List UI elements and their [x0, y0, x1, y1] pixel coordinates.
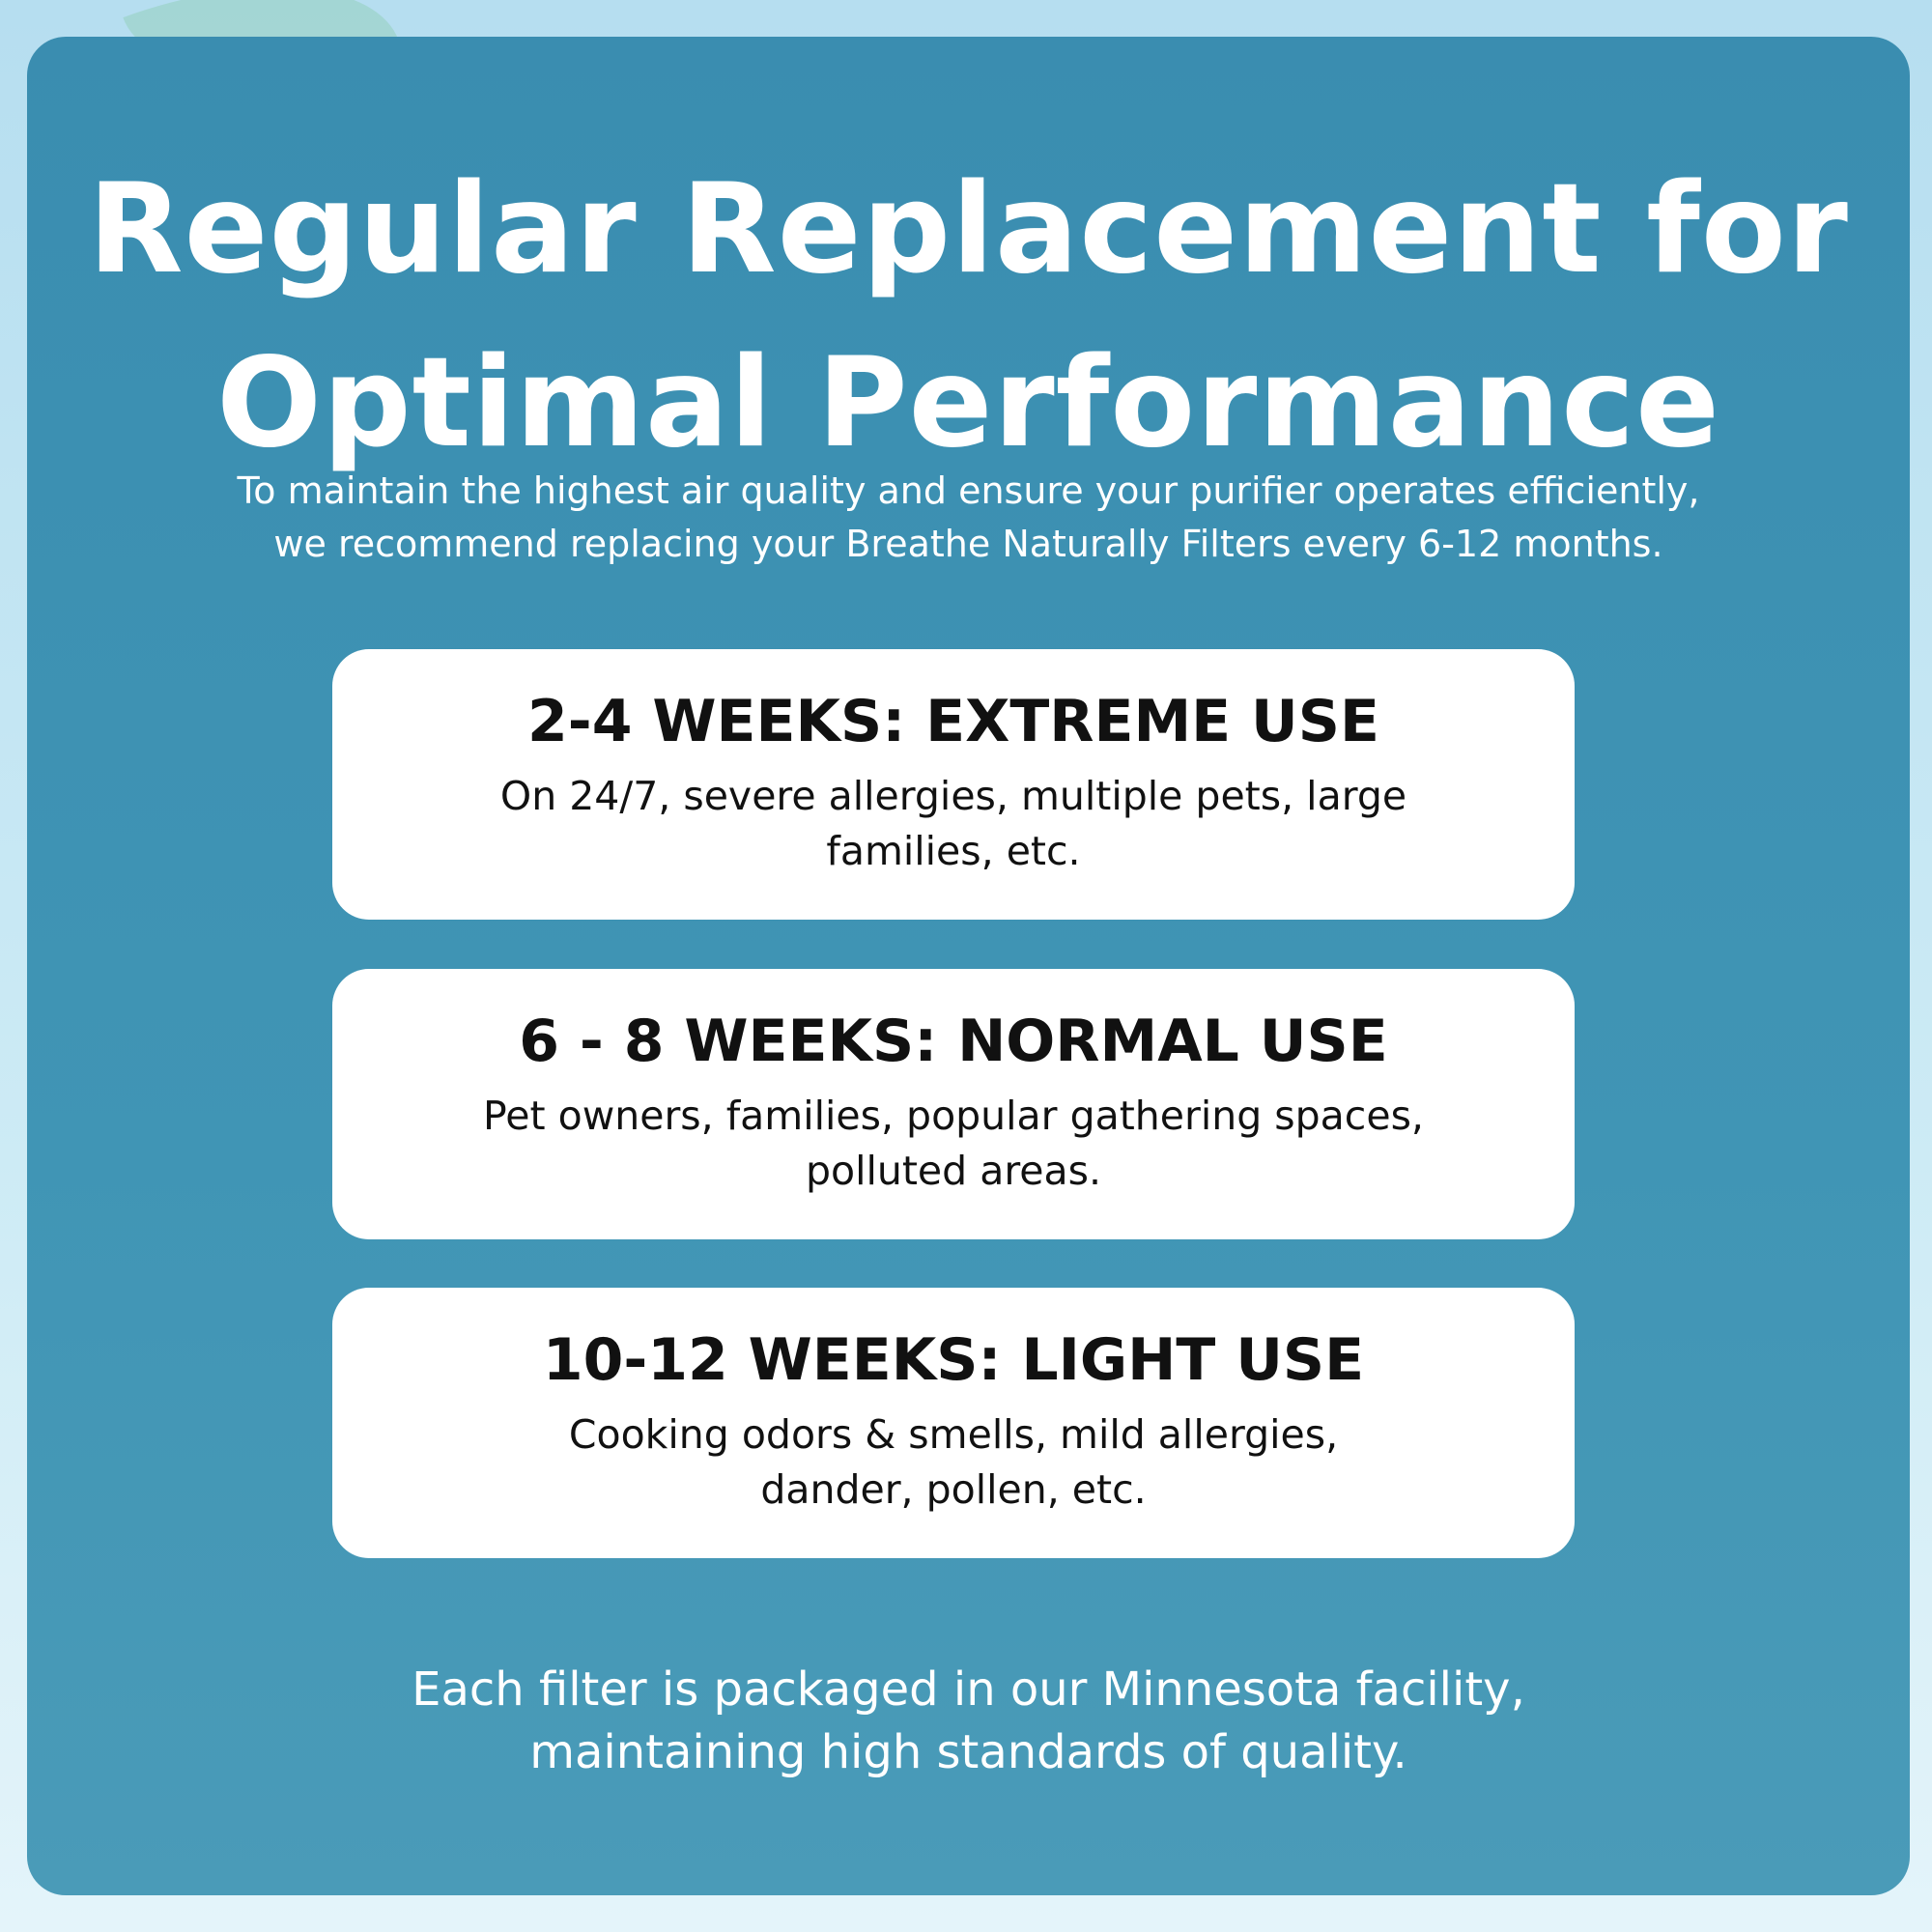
card-description-line: dander, pollen, etc.: [760, 1466, 1147, 1513]
card-description-line: Pet owners, families, popular gathering …: [483, 1093, 1424, 1139]
card-description-line: families, etc.: [826, 828, 1081, 874]
card-heading: 6 - 8 WEEKS: NORMAL USE: [519, 1008, 1388, 1075]
footer-line: maintaining high standards of quality.: [529, 1725, 1407, 1779]
title-line: Regular Replacement for: [88, 157, 1849, 301]
panel: Regular Replacement for Optimal Performa…: [27, 37, 1910, 1895]
subtitle-line: we recommend replacing your Breathe Natu…: [273, 523, 1663, 565]
usage-card: 6 - 8 WEEKS: NORMAL USE Pet owners, famil…: [332, 969, 1575, 1239]
card-description-line: polluted areas.: [805, 1148, 1102, 1194]
title-line: Optimal Performance: [216, 331, 1720, 475]
usage-card: 2-4 WEEKS: EXTREME USE On 24/7, severe al…: [332, 649, 1575, 920]
subtitle-line: To maintain the highest air quality and …: [237, 469, 1700, 512]
card-description-line: On 24/7, severe allergies, multiple pets…: [499, 773, 1407, 819]
card-heading: 10-12 WEEKS: LIGHT USE: [542, 1326, 1365, 1394]
usage-card: 10-12 WEEKS: LIGHT USE Cooking odors & sm…: [332, 1288, 1575, 1558]
card-description-line: Cooking odors & smells, mild allergies,: [568, 1411, 1339, 1458]
card-heading: 2-4 WEEKS: EXTREME USE: [527, 688, 1379, 755]
footer-line: Each filter is packaged in our Minnesota…: [412, 1662, 1525, 1717]
